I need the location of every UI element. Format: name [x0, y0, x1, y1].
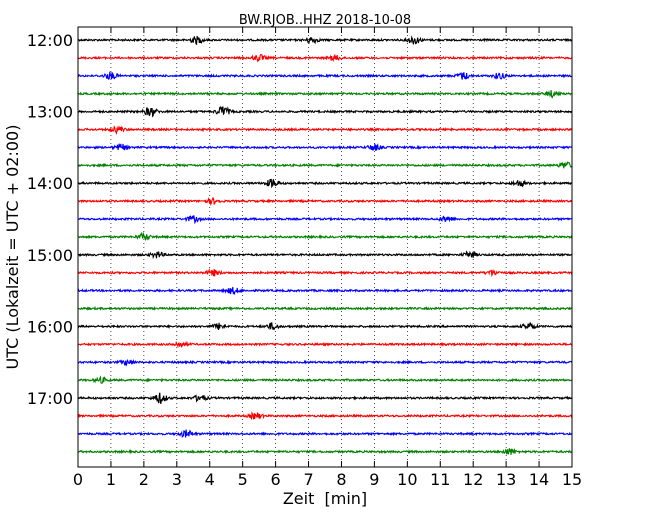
trace-19 [77, 375, 573, 384]
trace-15 [77, 305, 573, 312]
x-tick-label: 11 [430, 470, 450, 489]
trace-17 [77, 340, 573, 349]
trace-1 [77, 53, 573, 63]
trace-13 [77, 267, 573, 278]
y-tick-label: 17:00 [27, 389, 73, 408]
x-tick-label: 13 [496, 470, 516, 489]
trace-18 [77, 358, 573, 367]
x-tick-label: 15 [562, 470, 582, 489]
trace-10 [77, 215, 573, 225]
chart-title: BW.RJOB..HHZ 2018-10-08 [239, 13, 411, 28]
x-tick-label: 4 [205, 470, 215, 489]
y-axis-label: UTC (Lokalzeit = UTC + 02:00) [3, 125, 22, 370]
x-axis-label: Zeit [min] [283, 489, 367, 508]
axis-ticks [77, 27, 573, 467]
x-tick-label: 9 [369, 470, 379, 489]
trace-2 [77, 71, 573, 80]
y-tick-label: 15:00 [27, 246, 73, 265]
trace-4 [77, 105, 573, 118]
trace-21 [77, 411, 573, 421]
x-tick-label: 1 [106, 470, 116, 489]
x-tick-label: 12 [463, 470, 483, 489]
trace-9 [77, 196, 573, 207]
trace-6 [77, 143, 573, 151]
trace-11 [77, 231, 573, 241]
x-tick-label: 3 [172, 470, 182, 489]
trace-16 [77, 321, 573, 331]
plot-frame [77, 26, 573, 468]
trace-0 [77, 35, 573, 46]
y-tick-labels: 12:00 13:00 14:00 15:00 16:00 17:00 [27, 31, 73, 408]
y-tick-label: 13:00 [27, 103, 73, 122]
y-tick-label: 14:00 [27, 174, 73, 193]
trace-3 [77, 90, 573, 99]
x-tick-label: 2 [139, 470, 149, 489]
trace-7 [77, 161, 573, 169]
x-tick-label: 5 [238, 470, 248, 489]
x-tick-label: 10 [397, 470, 417, 489]
trace-20 [77, 392, 573, 404]
trace-14 [77, 286, 573, 296]
x-tick-label: 14 [529, 470, 549, 489]
trace-group [77, 35, 573, 455]
trace-12 [77, 250, 573, 260]
x-tick-labels: 0 1 2 3 4 5 6 7 8 9 10 11 12 13 14 15 [73, 470, 582, 489]
trace-22 [77, 429, 573, 439]
trace-23 [77, 448, 573, 455]
trace-8 [77, 178, 573, 189]
x-tick-label: 6 [271, 470, 281, 489]
x-tick-label: 8 [336, 470, 346, 489]
y-tick-label: 16:00 [27, 317, 73, 336]
x-tick-label: 7 [303, 470, 313, 489]
x-tick-label: 0 [73, 470, 83, 489]
y-tick-label: 12:00 [27, 31, 73, 50]
trace-5 [77, 125, 573, 135]
grid-lines [110, 27, 540, 467]
